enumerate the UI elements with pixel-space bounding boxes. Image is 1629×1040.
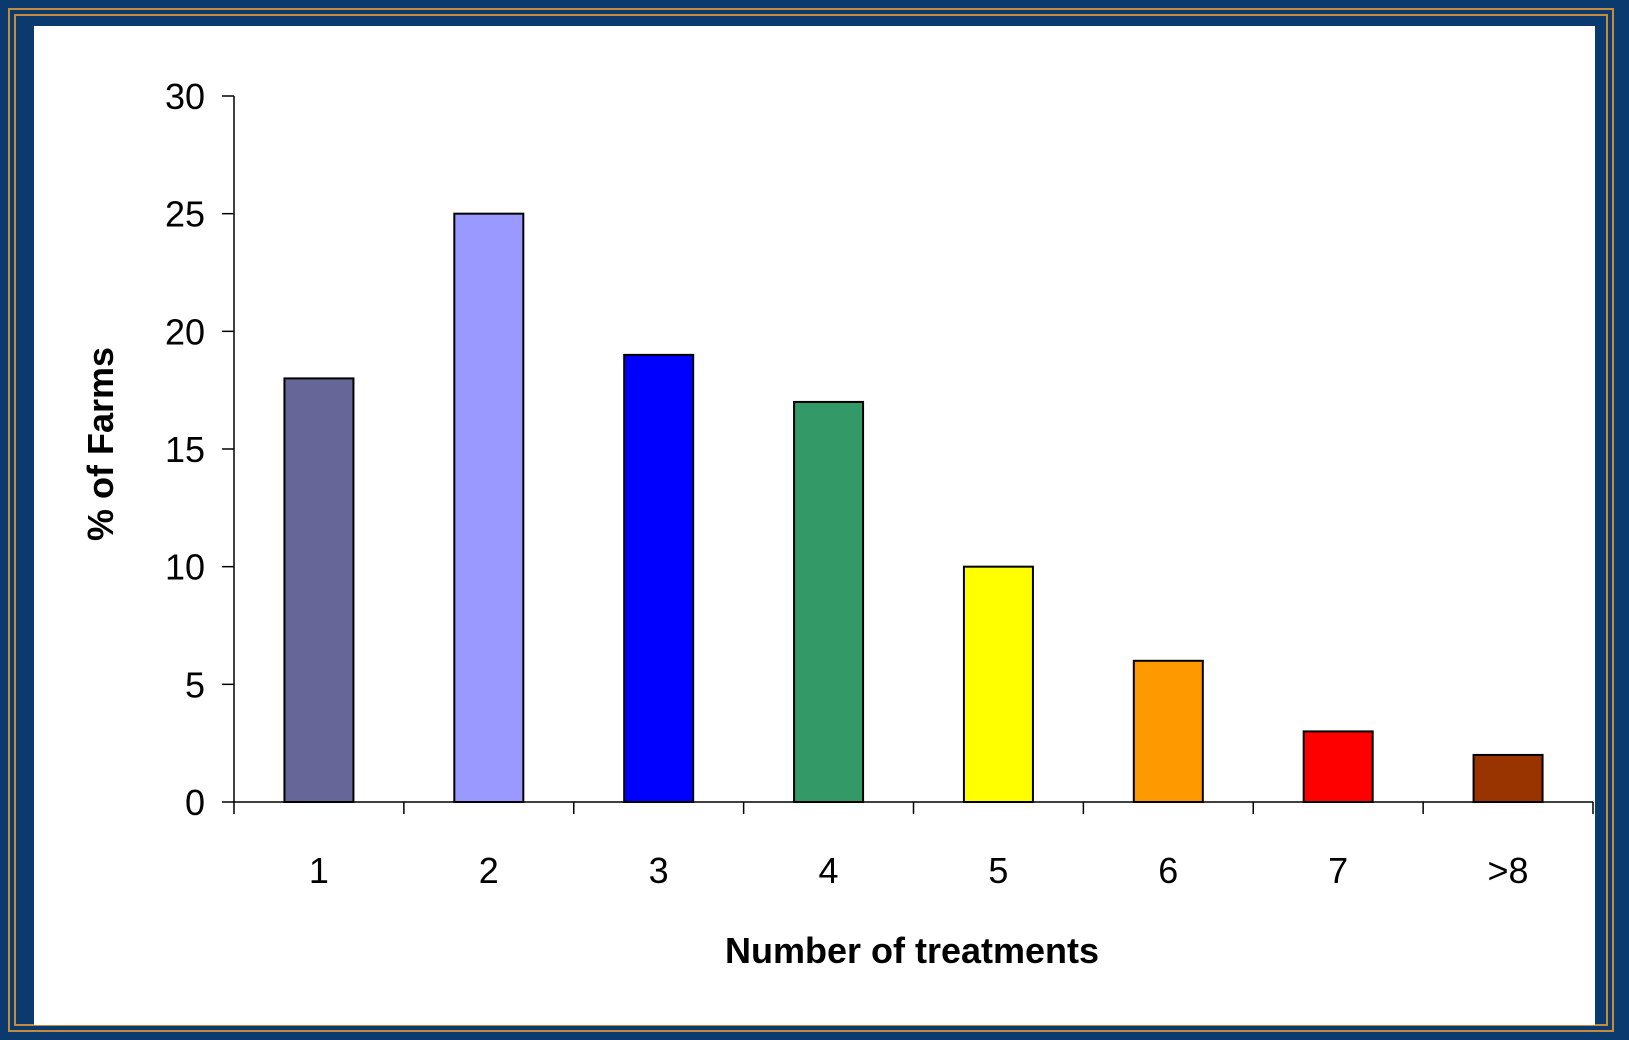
x-tick-label: 5 (988, 850, 1008, 891)
bars-group (283, 212, 1544, 804)
x-tick-labels: 1 2 3 4 5 6 7 >8 (309, 850, 1529, 891)
slide-frame-inner (14, 14, 1608, 1026)
y-tick-label: 30 (165, 76, 205, 117)
x-tick-label: 7 (1328, 850, 1348, 891)
bar-5 (962, 565, 1034, 804)
bar-1 (283, 377, 355, 803)
y-tick-label: 25 (165, 194, 205, 235)
y-tick-label: 5 (185, 664, 205, 705)
x-tick-label: 2 (479, 850, 499, 891)
y-tick-label: 20 (165, 311, 205, 352)
x-tick-label: 1 (309, 850, 329, 891)
bar-7 (1302, 730, 1374, 804)
axes-group (222, 95, 1594, 814)
y-tick-label: 15 (165, 429, 205, 470)
slide-frame-outer (8, 8, 1614, 1032)
bar-3 (623, 353, 695, 803)
x-tick-label: 3 (649, 850, 669, 891)
bar-6 (1132, 659, 1204, 803)
y-tick-label: 0 (185, 782, 205, 823)
bar-2 (453, 212, 525, 803)
y-tick-label: 10 (165, 547, 205, 588)
bar-4 (793, 400, 865, 803)
x-axis-title: Number of treatments (725, 930, 1099, 971)
x-tick-label: 6 (1158, 850, 1178, 891)
bar-gt8 (1472, 753, 1544, 804)
x-tick-label: 4 (819, 850, 839, 891)
y-axis-title: % of Farms (80, 347, 121, 541)
x-tick-label: >8 (1488, 850, 1529, 891)
y-tick-labels: 0 5 10 15 20 25 30 (165, 76, 205, 823)
